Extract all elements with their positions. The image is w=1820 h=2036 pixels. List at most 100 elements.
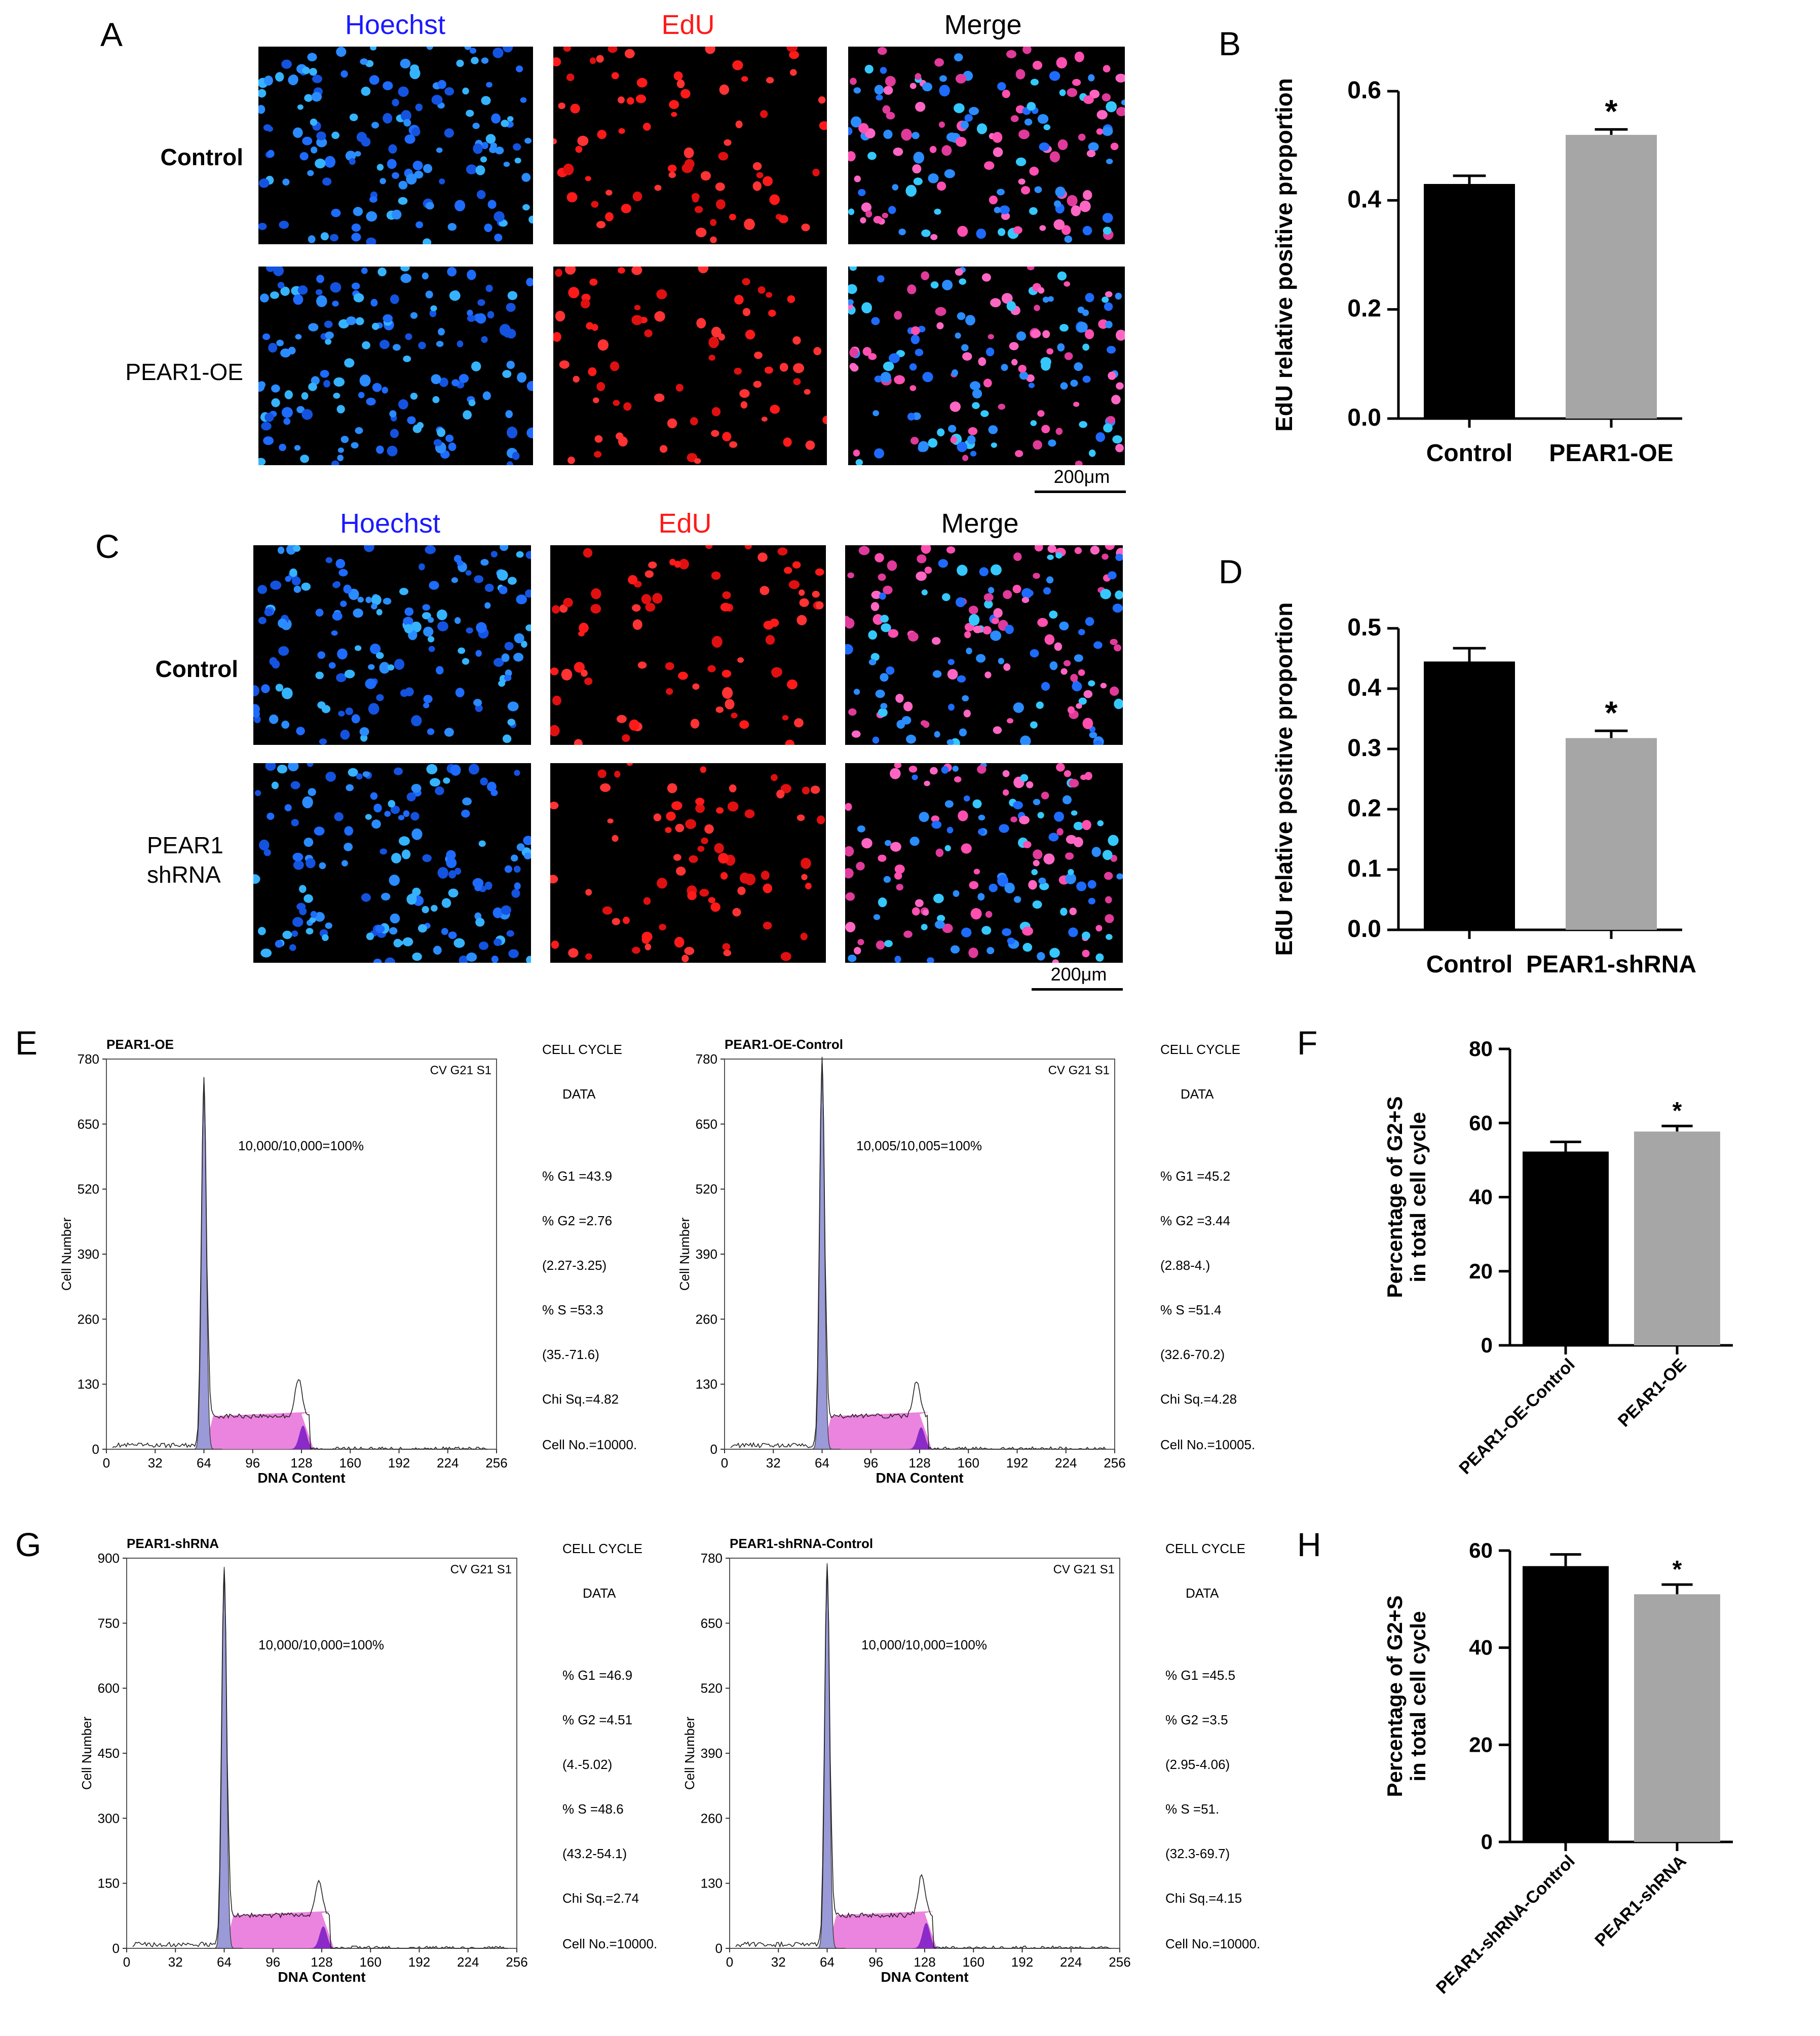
nucleus [937,915,945,922]
nucleus [1018,178,1026,185]
nucleus [999,824,1009,833]
nucleus [491,955,499,963]
g2-peak [909,1922,943,1948]
nucleus [955,73,967,84]
nucleus [611,72,619,80]
nucleus [432,396,440,403]
nucleus [337,455,344,462]
nucleus [669,100,679,109]
nucleus [737,886,746,895]
nucleus [991,442,997,448]
nucleus [450,764,461,776]
nucleus [1016,331,1027,341]
y-axis-label: Cell Number [59,1217,74,1291]
nucleus [373,958,382,963]
y-tick-label: 0 [92,1442,99,1457]
nucleus [932,670,942,678]
x-tick-label: 128 [908,1455,930,1471]
nucleus [1028,383,1035,388]
nucleus [348,768,358,777]
x-tick-label: 0 [726,1954,733,1970]
nucleus [596,221,606,229]
nucleus [921,924,928,930]
histogram-title: PEAR1-OE-Control [725,1037,843,1052]
micrograph-c-merge-control [845,545,1123,745]
nucleus [711,407,721,417]
nucleus [818,96,826,104]
x-tick-label: 0 [103,1455,110,1471]
nucleus [581,669,588,677]
nucleus [637,661,647,669]
nucleus [502,370,512,378]
nucleus [366,397,376,406]
nucleus [1076,881,1087,891]
nucleus [1103,65,1111,72]
corner-label: CV G21 S1 [1048,1064,1110,1077]
nucleus [876,940,885,950]
nucleus [1054,811,1064,822]
nucleus [845,803,852,811]
nucleus [1018,129,1030,139]
nucleus [451,577,458,583]
nucleus [885,840,892,846]
y-tick-label: 0.5 [1347,614,1381,641]
nucleus [412,952,422,961]
nucleus [400,267,410,272]
nucleus [1069,908,1077,916]
x-tick-label: 192 [388,1455,410,1471]
nucleus [340,730,350,740]
nucleus [1026,781,1034,788]
nucleus [1001,293,1013,304]
nucleus [1032,900,1042,909]
nucleus [739,872,750,884]
nucleus [1013,702,1024,713]
nucleus [383,597,392,605]
nucleus [268,343,278,353]
nucleus [513,865,521,873]
nucleus [1037,114,1049,124]
nucleus [883,361,894,371]
nucleus [737,657,744,663]
bar [1523,1151,1609,1345]
nucleus [593,397,599,403]
s-phase-area [224,1911,334,1948]
nucleus [608,47,618,53]
nucleus [387,159,397,169]
nucleus [851,730,861,738]
nucleus [631,267,642,275]
nucleus [984,161,995,170]
nucleus [805,883,812,890]
x-category-label: Control [1426,440,1513,467]
nucleus [481,142,488,149]
nucleus [436,666,444,675]
nucleus [302,796,313,809]
nucleus [526,278,533,287]
nucleus [946,826,954,834]
nucleus [845,922,856,932]
nucleus [882,105,891,114]
nucleus [1112,604,1123,613]
nucleus [1006,50,1016,58]
nucleus [632,604,641,612]
nucleus [711,326,722,337]
nucleus [681,955,689,963]
nucleus [296,406,305,413]
nucleus [328,662,336,669]
y-tick-label: 0 [715,1941,723,1956]
nucleus [258,89,267,98]
y-tick-label: 130 [701,1876,723,1891]
nucleus [307,170,314,176]
nucleus [955,268,963,276]
nucleus [1041,682,1050,691]
nucleus [861,202,871,212]
nucleus [1037,618,1048,627]
nucleus [952,369,958,376]
x-tick-label: 160 [339,1455,361,1471]
nucleus [669,558,676,565]
nucleus [792,336,801,345]
nucleus [962,695,969,702]
nucleus [308,323,319,331]
nucleus [699,889,709,897]
nucleus [892,184,899,191]
